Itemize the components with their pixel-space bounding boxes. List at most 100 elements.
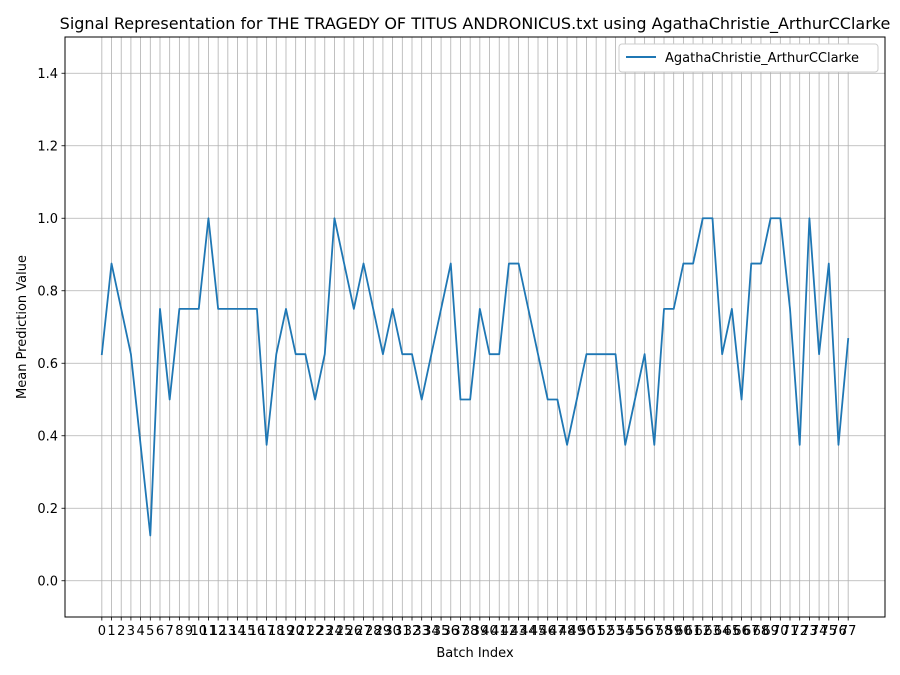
- x-tick-label: 67: [743, 624, 760, 639]
- x-tick-label: 47: [549, 624, 566, 639]
- x-tick-label: 72: [791, 624, 808, 639]
- x-tick-label: 21: [297, 624, 314, 639]
- x-tick-label: 52: [598, 624, 615, 639]
- x-tick-label: 73: [801, 624, 818, 639]
- x-tick-label: 69: [762, 624, 779, 639]
- legend-label: AgathaChristie_ArthurCClarke: [665, 51, 859, 66]
- x-tick-label: 7: [166, 624, 174, 639]
- x-tick-label: 76: [830, 624, 847, 639]
- x-tick-label: 12: [210, 624, 227, 639]
- x-tick-label: 13: [220, 624, 237, 639]
- x-tick-label: 74: [811, 624, 828, 639]
- x-tick-label: 48: [559, 624, 576, 639]
- chart-title: Signal Representation for THE TRAGEDY OF…: [60, 14, 891, 34]
- x-tick-label: 11: [200, 624, 217, 639]
- x-tick-label: 63: [704, 624, 721, 639]
- x-tick-label: 29: [375, 624, 392, 639]
- x-tick-label: 62: [695, 624, 712, 639]
- x-tick-label: 35: [433, 624, 450, 639]
- x-tick-label: 71: [782, 624, 799, 639]
- x-tick-label: 65: [724, 624, 741, 639]
- y-tick-label: 0.0: [37, 574, 58, 589]
- x-tick-label: 38: [462, 624, 479, 639]
- x-tick-label: 51: [588, 624, 605, 639]
- x-tick-label: 17: [258, 624, 275, 639]
- x-tick-label: 59: [665, 624, 682, 639]
- x-tick-label: 45: [530, 624, 547, 639]
- x-tick-label: 28: [365, 624, 382, 639]
- x-tick-label: 26: [346, 624, 363, 639]
- x-tick-label: 70: [772, 624, 789, 639]
- x-tick-label: 27: [355, 624, 372, 639]
- x-tick-label: 60: [675, 624, 692, 639]
- x-tick-label: 9: [185, 624, 193, 639]
- x-tick-label: 41: [491, 624, 508, 639]
- x-tick-label: 0: [98, 624, 106, 639]
- x-tick-label: 33: [413, 624, 430, 639]
- x-tick-label: 50: [578, 624, 595, 639]
- plot-frame: [64, 36, 886, 618]
- y-tick-label: 0.2: [37, 502, 58, 517]
- x-tick-label: 61: [685, 624, 702, 639]
- x-tick-label: 31: [394, 624, 411, 639]
- x-tick-label: 32: [404, 624, 421, 639]
- x-tick-label: 68: [753, 624, 770, 639]
- x-tick-label: 43: [510, 624, 527, 639]
- x-tick-label: 55: [627, 624, 644, 639]
- x-tick-label: 56: [636, 624, 653, 639]
- x-tick-label: 8: [175, 624, 183, 639]
- x-tick-label: 75: [821, 624, 838, 639]
- grid: [65, 37, 885, 617]
- x-tick-label: 42: [501, 624, 518, 639]
- legend: AgathaChristie_ArthurCClarke: [618, 43, 879, 73]
- x-tick-label: 64: [714, 624, 731, 639]
- x-tick-label: 19: [278, 624, 295, 639]
- x-tick-label: 36: [442, 624, 459, 639]
- x-tick-label: 37: [452, 624, 469, 639]
- x-tick-label: 14: [229, 624, 246, 639]
- x-tick-label: 4: [136, 624, 144, 639]
- x-tick-label: 53: [607, 624, 624, 639]
- x-tick-label: 58: [656, 624, 673, 639]
- x-tick-label: 66: [733, 624, 750, 639]
- x-axis-ticks: 0 1 2 3 4 5 6 7 8 9101112131415161718192021222324…: [98, 617, 857, 639]
- x-tick-label: 44: [520, 624, 537, 639]
- y-tick-label: 1.4: [37, 67, 58, 82]
- x-tick-label: 23: [316, 624, 333, 639]
- y-tick-label: 1.2: [37, 139, 58, 154]
- x-axis-title: Batch Index: [436, 646, 514, 661]
- y-tick-label: 1.0: [37, 212, 58, 227]
- x-tick-label: 30: [384, 624, 401, 639]
- y-axis-ticks: 0.0 0.2 0.4 0.6 0.8 1.0 1.2 1.4: [37, 67, 65, 589]
- x-tick-label: 1: [107, 624, 115, 639]
- x-tick-label: 77: [840, 624, 857, 639]
- y-tick-label: 0.4: [37, 429, 58, 444]
- x-tick-label: 20: [287, 624, 304, 639]
- x-tick-label: 15: [239, 624, 256, 639]
- x-tick-label: 46: [539, 624, 556, 639]
- x-tick-label: 24: [326, 624, 343, 639]
- y-tick-label: 0.8: [37, 284, 58, 299]
- x-tick-label: 16: [249, 624, 266, 639]
- x-tick-label: 57: [646, 624, 663, 639]
- y-tick-label: 0.6: [37, 357, 58, 372]
- legend-box: [618, 43, 879, 73]
- x-tick-label: 5: [146, 624, 154, 639]
- series-line: [100, 217, 850, 537]
- x-tick-label: 6: [156, 624, 164, 639]
- x-tick-label: 39: [472, 624, 489, 639]
- x-tick-label: 22: [307, 624, 324, 639]
- x-tick-label: 54: [617, 624, 634, 639]
- x-tick-label: 34: [423, 624, 440, 639]
- x-tick-label: 40: [481, 624, 498, 639]
- y-axis-title: Mean Prediction Value: [15, 255, 30, 399]
- x-tick-label: 25: [336, 624, 353, 639]
- x-tick-label: 49: [568, 624, 585, 639]
- plot-lines: [100, 217, 850, 537]
- x-tick-label: 2: [117, 624, 125, 639]
- x-tick-label: 3: [127, 624, 135, 639]
- x-tick-label: 18: [268, 624, 285, 639]
- x-tick-label: 10: [190, 624, 207, 639]
